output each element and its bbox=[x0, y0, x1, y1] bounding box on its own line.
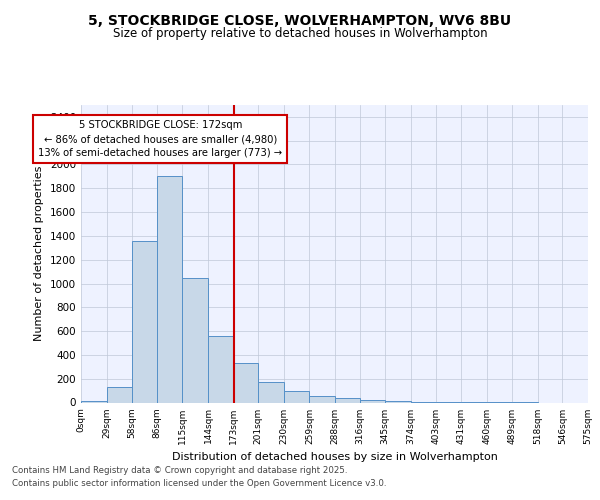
Bar bbox=[335, 398, 359, 402]
Bar bbox=[107, 387, 132, 402]
Bar bbox=[132, 240, 157, 402]
Bar bbox=[81, 400, 107, 402]
X-axis label: Distribution of detached houses by size in Wolverhampton: Distribution of detached houses by size … bbox=[172, 452, 497, 462]
Text: Size of property relative to detached houses in Wolverhampton: Size of property relative to detached ho… bbox=[113, 28, 487, 40]
Y-axis label: Number of detached properties: Number of detached properties bbox=[34, 166, 44, 342]
Text: Contains HM Land Registry data © Crown copyright and database right 2025.: Contains HM Land Registry data © Crown c… bbox=[12, 466, 347, 475]
Bar bbox=[182, 278, 208, 402]
Text: 5 STOCKBRIDGE CLOSE: 172sqm
← 86% of detached houses are smaller (4,980)
13% of : 5 STOCKBRIDGE CLOSE: 172sqm ← 86% of det… bbox=[38, 120, 283, 158]
Bar bbox=[208, 336, 233, 402]
Bar bbox=[157, 176, 182, 402]
Bar bbox=[310, 396, 335, 402]
Bar bbox=[284, 390, 310, 402]
Bar bbox=[258, 382, 284, 402]
Bar bbox=[359, 400, 385, 402]
Bar bbox=[233, 363, 258, 403]
Text: 5, STOCKBRIDGE CLOSE, WOLVERHAMPTON, WV6 8BU: 5, STOCKBRIDGE CLOSE, WOLVERHAMPTON, WV6… bbox=[88, 14, 512, 28]
Text: Contains public sector information licensed under the Open Government Licence v3: Contains public sector information licen… bbox=[12, 479, 386, 488]
